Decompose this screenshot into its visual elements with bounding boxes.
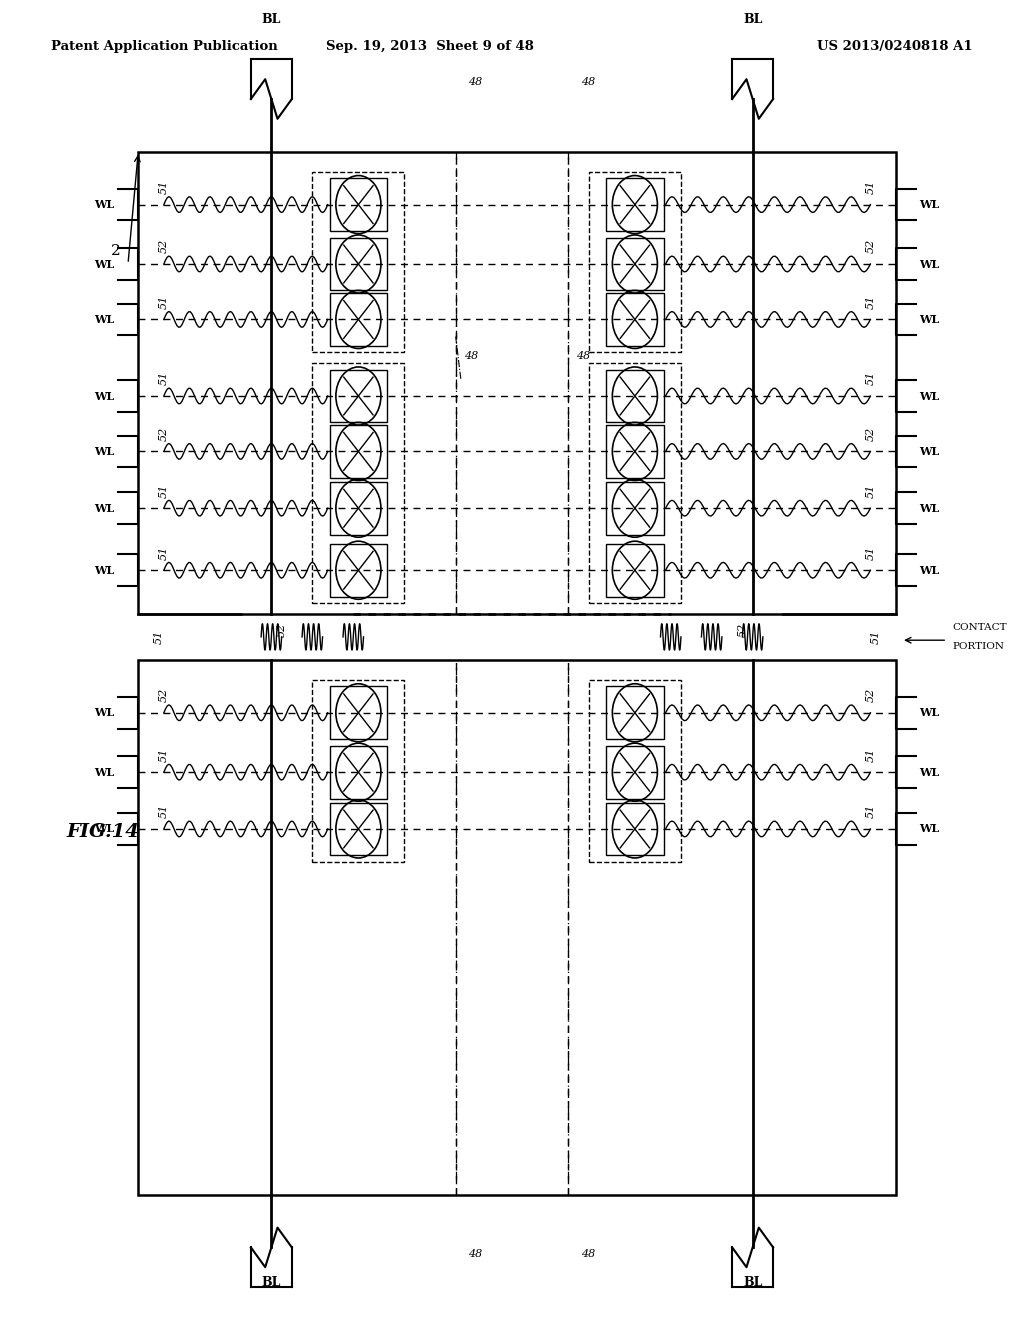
- Text: 48: 48: [581, 77, 595, 87]
- Text: 51: 51: [865, 180, 876, 194]
- Text: 51: 51: [870, 630, 881, 644]
- Text: WL: WL: [920, 391, 940, 401]
- Text: PORTION: PORTION: [952, 643, 1005, 651]
- Text: 51: 51: [865, 483, 876, 498]
- Text: WL: WL: [94, 199, 115, 210]
- Text: WL: WL: [94, 391, 115, 401]
- Text: WL: WL: [94, 708, 115, 718]
- Text: 52: 52: [159, 426, 169, 441]
- Text: 52: 52: [865, 688, 876, 702]
- Text: 51: 51: [865, 804, 876, 818]
- Text: WL: WL: [94, 565, 115, 576]
- Text: WL: WL: [94, 824, 115, 834]
- Text: CONTACT: CONTACT: [952, 623, 1007, 631]
- Text: 52: 52: [159, 239, 169, 253]
- Text: 51: 51: [159, 294, 169, 309]
- Text: WL: WL: [920, 824, 940, 834]
- Text: 51: 51: [154, 630, 164, 644]
- Text: 48: 48: [581, 1249, 595, 1259]
- Text: 2: 2: [111, 244, 121, 257]
- Text: 51: 51: [865, 294, 876, 309]
- Bar: [138, 152, 896, 614]
- Bar: [138, 660, 896, 1195]
- Text: 51: 51: [159, 371, 169, 385]
- Text: WL: WL: [94, 259, 115, 269]
- Text: 48: 48: [577, 351, 591, 362]
- Text: 51: 51: [865, 747, 876, 762]
- Text: 51: 51: [159, 483, 169, 498]
- Text: FIG.14: FIG.14: [67, 822, 139, 841]
- Text: 52: 52: [159, 688, 169, 702]
- Text: WL: WL: [920, 199, 940, 210]
- Text: 48: 48: [468, 77, 482, 87]
- Text: BL: BL: [743, 13, 762, 26]
- Text: BL: BL: [743, 1276, 762, 1290]
- Text: 52: 52: [737, 623, 748, 638]
- Text: 51: 51: [865, 371, 876, 385]
- Text: 51: 51: [159, 545, 169, 560]
- Text: WL: WL: [920, 314, 940, 325]
- Text: WL: WL: [94, 503, 115, 513]
- Text: WL: WL: [94, 314, 115, 325]
- Text: 52: 52: [865, 426, 876, 441]
- Text: 51: 51: [159, 180, 169, 194]
- Text: Patent Application Publication: Patent Application Publication: [51, 40, 278, 53]
- Text: WL: WL: [920, 767, 940, 777]
- Text: WL: WL: [920, 503, 940, 513]
- Text: BL: BL: [262, 1276, 281, 1290]
- Text: WL: WL: [94, 446, 115, 457]
- Text: Sep. 19, 2013  Sheet 9 of 48: Sep. 19, 2013 Sheet 9 of 48: [326, 40, 535, 53]
- Text: 51: 51: [159, 747, 169, 762]
- Text: US 2013/0240818 A1: US 2013/0240818 A1: [817, 40, 973, 53]
- Text: 48: 48: [468, 1249, 482, 1259]
- Text: WL: WL: [920, 708, 940, 718]
- Text: 52: 52: [276, 623, 287, 638]
- Text: WL: WL: [920, 565, 940, 576]
- Text: 48: 48: [464, 351, 478, 362]
- Text: WL: WL: [94, 767, 115, 777]
- Text: 51: 51: [865, 545, 876, 560]
- Text: 52: 52: [865, 239, 876, 253]
- Text: BL: BL: [262, 13, 281, 26]
- Text: WL: WL: [920, 446, 940, 457]
- Text: WL: WL: [920, 259, 940, 269]
- Text: 51: 51: [159, 804, 169, 818]
